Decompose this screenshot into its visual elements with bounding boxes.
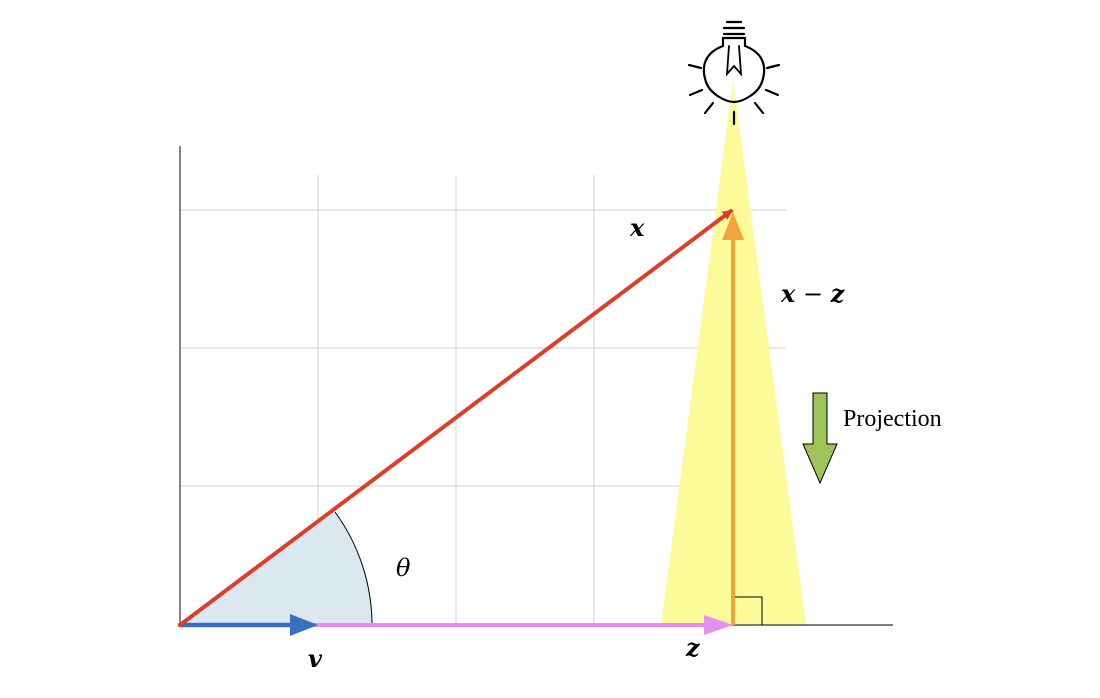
x-minus-z-label-z: z xyxy=(830,279,846,308)
x-minus-z-label: x − z xyxy=(780,279,846,308)
theta-label: θ xyxy=(396,554,411,582)
v-vector-head xyxy=(290,614,318,636)
lightbulb-icon xyxy=(687,20,781,126)
x-minus-z-label-x: x xyxy=(780,279,796,308)
projection-label: Projection xyxy=(843,406,942,432)
v-vector-label: v xyxy=(308,644,323,673)
z-vector-head xyxy=(704,615,733,635)
x-minus-z-vector-head xyxy=(722,212,744,240)
z-vector-label: z xyxy=(685,633,701,662)
x-minus-z-label-op: − xyxy=(795,280,830,308)
x-vector-label: x xyxy=(629,213,645,242)
angle-arc xyxy=(334,511,373,626)
arrow-down-icon xyxy=(802,392,838,485)
x-vector xyxy=(178,209,733,627)
angle-wedge xyxy=(180,512,372,625)
grid xyxy=(180,175,786,625)
right-angle-marker xyxy=(733,596,763,625)
